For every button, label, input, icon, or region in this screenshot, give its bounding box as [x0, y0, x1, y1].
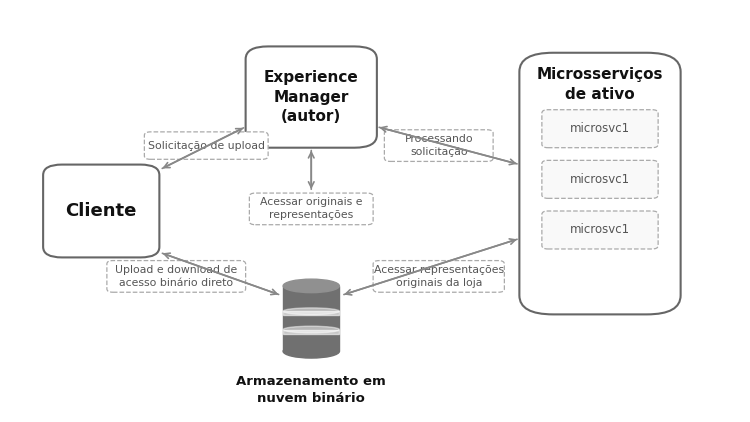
FancyBboxPatch shape	[542, 160, 658, 198]
FancyBboxPatch shape	[384, 130, 494, 161]
Bar	[284, 286, 339, 351]
Text: Acessar originais e
representações: Acessar originais e representações	[260, 197, 362, 220]
Text: Experience
Manager
(autor): Experience Manager (autor)	[264, 70, 358, 124]
Ellipse shape	[284, 279, 339, 293]
Text: Upload e download de
acesso binário direto: Upload e download de acesso binário dire…	[116, 265, 237, 288]
Ellipse shape	[284, 344, 339, 358]
FancyBboxPatch shape	[246, 46, 376, 148]
FancyBboxPatch shape	[542, 211, 658, 249]
Text: Microsserviços
de ativo: Microsserviços de ativo	[537, 67, 663, 102]
Text: Cliente: Cliente	[65, 202, 137, 220]
Text: Processando
solicitação: Processando solicitação	[404, 134, 473, 157]
FancyBboxPatch shape	[106, 260, 246, 292]
FancyBboxPatch shape	[144, 132, 268, 159]
Text: microsvc1: microsvc1	[570, 122, 630, 135]
Text: Acessar representações
originais da loja: Acessar representações originais da loja	[374, 265, 504, 288]
Bar	[284, 311, 339, 316]
FancyBboxPatch shape	[542, 110, 658, 148]
Bar	[284, 330, 339, 334]
Ellipse shape	[284, 308, 339, 315]
FancyBboxPatch shape	[44, 165, 160, 257]
Text: Armazenamento em
nuvem binário: Armazenamento em nuvem binário	[236, 375, 386, 405]
Text: Solicitação de upload: Solicitação de upload	[148, 141, 265, 151]
Text: microsvc1: microsvc1	[570, 173, 630, 186]
FancyBboxPatch shape	[249, 193, 373, 225]
FancyBboxPatch shape	[373, 260, 504, 292]
Ellipse shape	[284, 326, 339, 333]
Text: microsvc1: microsvc1	[570, 224, 630, 236]
FancyBboxPatch shape	[519, 53, 681, 314]
